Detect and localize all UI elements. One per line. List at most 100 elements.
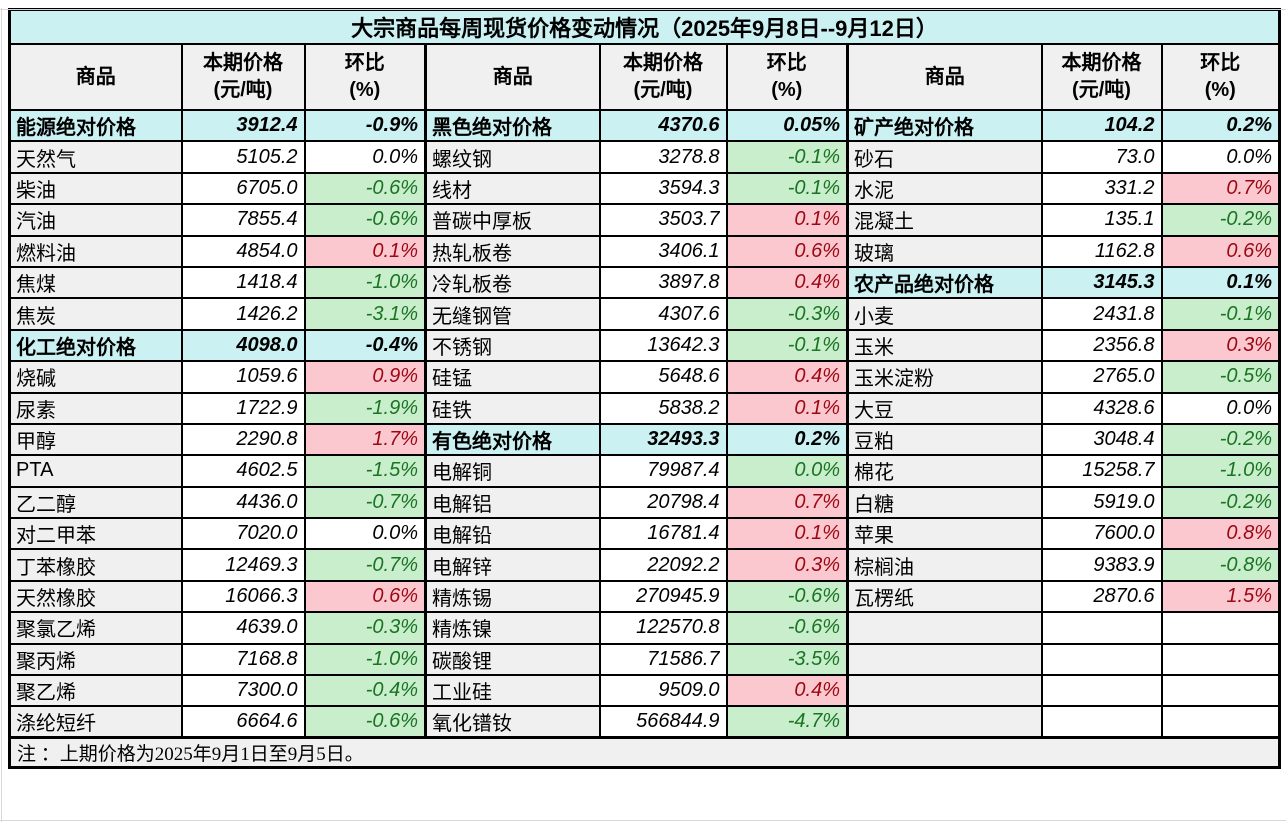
pct-change-cell: -3.5% bbox=[725, 642, 849, 677]
header-label-line2: (%) bbox=[1204, 79, 1236, 101]
header-commodity-group-2: 商品 bbox=[424, 43, 601, 111]
category-name-cell: 矿产绝对价格 bbox=[846, 108, 1043, 143]
pct-change-cell bbox=[1160, 611, 1281, 645]
commodity-name-cell: 大豆 bbox=[846, 391, 1043, 425]
header-label-line1: 环比 bbox=[1200, 52, 1241, 74]
pct-change-cell: 0.6% bbox=[1160, 234, 1281, 268]
pct-change-cell: -1.5% bbox=[303, 454, 427, 488]
commodity-name-cell: 小麦 bbox=[846, 297, 1043, 331]
commodity-name-cell: 冷轧板卷 bbox=[424, 265, 601, 300]
price-cell: 15258.7 bbox=[1040, 454, 1163, 488]
table-row: 焦炭 1426.2 -3.1% 无缝钢管 4307.6 -0.3% 小麦 2431.8 -0.1… bbox=[8, 297, 1281, 331]
commodity-name-cell: 燃料油 bbox=[8, 234, 183, 268]
pct-change-cell: -0.3% bbox=[303, 611, 427, 645]
commodity-name-cell: 聚乙烯 bbox=[8, 674, 183, 708]
header-label-line1: 环比 bbox=[766, 52, 807, 74]
commodity-name-cell: 混凝土 bbox=[846, 203, 1043, 237]
commodity-name-cell: 碳酸锂 bbox=[424, 642, 601, 677]
table-row: 对二甲苯 7020.0 0.0% 电解铅 16781.4 0.1% 苹果 7600.0 0.8% bbox=[8, 517, 1281, 551]
pct-change-cell: 0.3% bbox=[1160, 328, 1281, 363]
price-cell: 1722.9 bbox=[180, 391, 306, 425]
commodity-name-cell: 无缝钢管 bbox=[424, 297, 601, 331]
table-row: 乙二醇 4436.0 -0.7% 电解铝 20798.4 0.7% 白糖 5919.0 -0.2… bbox=[8, 485, 1281, 520]
commodity-name-cell: 白糖 bbox=[846, 485, 1043, 520]
table-row: 烧碱 1059.6 0.9% 硅锰 5648.6 0.4% 玉米淀粉 2765.0 -0.5% bbox=[8, 360, 1281, 394]
pct-change-cell: -0.8% bbox=[1160, 548, 1281, 582]
margin-gridline bbox=[0, 820, 1286, 821]
pct-change-cell: 0.1% bbox=[1160, 265, 1281, 300]
pct-change-cell: 0.0% bbox=[303, 140, 427, 174]
commodity-name-cell: 天然气 bbox=[8, 140, 183, 174]
header-label-line2: (%) bbox=[349, 79, 381, 101]
category-name-cell: 农产品绝对价格 bbox=[846, 265, 1043, 300]
pct-change-cell: -0.7% bbox=[303, 548, 427, 582]
price-cell: 13642.3 bbox=[598, 328, 728, 363]
price-cell: 12469.3 bbox=[180, 548, 306, 582]
header-pct-group-1: 环比 (%) bbox=[303, 43, 427, 111]
commodity-name-cell: 聚丙烯 bbox=[8, 642, 183, 677]
price-cell: 16066.3 bbox=[180, 579, 306, 614]
pct-change-cell: 0.2% bbox=[725, 422, 849, 457]
pct-change-cell: -0.5% bbox=[1160, 360, 1281, 394]
price-cell: 4370.6 bbox=[598, 108, 728, 143]
category-name-cell: 黑色绝对价格 bbox=[424, 108, 601, 143]
pct-change-cell: -3.1% bbox=[303, 297, 427, 331]
pct-change-cell: 0.7% bbox=[725, 485, 849, 520]
commodity-name-cell: 瓦楞纸 bbox=[846, 579, 1043, 614]
commodity-name-cell: 聚氯乙烯 bbox=[8, 611, 183, 645]
pct-change-cell: 0.05% bbox=[725, 108, 849, 143]
price-cell: 71586.7 bbox=[598, 642, 728, 677]
price-cell: 4854.0 bbox=[180, 234, 306, 268]
price-cell: 2356.8 bbox=[1040, 328, 1163, 363]
commodity-name-cell: 乙二醇 bbox=[8, 485, 183, 520]
price-cell: 7020.0 bbox=[180, 517, 306, 551]
category-name-cell: 化工绝对价格 bbox=[8, 328, 183, 363]
price-cell bbox=[1040, 705, 1163, 739]
price-cell: 5648.6 bbox=[598, 360, 728, 394]
header-label-line1: 环比 bbox=[344, 52, 385, 74]
price-cell: 4639.0 bbox=[180, 611, 306, 645]
price-cell: 122570.8 bbox=[598, 611, 728, 645]
header-label-line1: 商品 bbox=[75, 65, 116, 88]
header-label-line2: (元/吨) bbox=[633, 79, 693, 101]
header-label-line2: (元/吨) bbox=[213, 79, 273, 101]
pct-change-cell: -0.4% bbox=[303, 328, 427, 363]
commodity-name-cell: 电解锌 bbox=[424, 548, 601, 582]
commodity-name-cell: 电解铜 bbox=[424, 454, 601, 488]
price-cell: 4602.5 bbox=[180, 454, 306, 488]
pct-change-cell: 0.8% bbox=[1160, 517, 1281, 551]
table-row: 聚丙烯 7168.8 -1.0% 碳酸锂 71586.7 -3.5% bbox=[8, 642, 1281, 677]
price-cell: 2290.8 bbox=[180, 422, 306, 457]
header-price-group-2: 本期价格 (元/吨) bbox=[598, 43, 728, 111]
footnote: 注 ：上期价格为2025年9月1日至9月5日。 bbox=[8, 736, 1281, 769]
pct-change-cell: 0.4% bbox=[725, 265, 849, 300]
header-label-line1: 本期价格 bbox=[623, 52, 703, 74]
table-title: 大宗商品每周现货价格变动情况（2025年9月8日--9月12日） bbox=[8, 8, 1281, 45]
table-row: 化工绝对价格 4098.0 -0.4% 不锈钢 13642.3 -0.1% 玉米 2356.8… bbox=[8, 328, 1281, 363]
commodity-name-cell: 硅铁 bbox=[424, 391, 601, 425]
price-cell: 32493.3 bbox=[598, 422, 728, 457]
pct-change-cell: -0.2% bbox=[1160, 203, 1281, 237]
commodity-name-cell: 对二甲苯 bbox=[8, 517, 183, 551]
table-row: 焦煤 1418.4 -1.0% 冷轧板卷 3897.8 0.4% 农产品绝对价格 3145.3… bbox=[8, 265, 1281, 300]
price-cell: 4436.0 bbox=[180, 485, 306, 520]
price-cell: 9383.9 bbox=[1040, 548, 1163, 582]
price-cell: 6705.0 bbox=[180, 171, 306, 206]
price-cell: 73.0 bbox=[1040, 140, 1163, 174]
pct-change-cell: -1.0% bbox=[1160, 454, 1281, 488]
price-cell: 5838.2 bbox=[598, 391, 728, 425]
header-commodity-group-1: 商品 bbox=[8, 43, 183, 111]
price-cell: 1162.8 bbox=[1040, 234, 1163, 268]
table-row: 尿素 1722.9 -1.9% 硅铁 5838.2 0.1% 大豆 4328.6 0.0% bbox=[8, 391, 1281, 425]
pct-change-cell: -0.6% bbox=[725, 579, 849, 614]
pct-change-cell: 0.1% bbox=[725, 517, 849, 551]
commodity-name-cell: 尿素 bbox=[8, 391, 183, 425]
header-label-line2: (%) bbox=[771, 79, 803, 101]
table-row: PTA 4602.5 -1.5% 电解铜 79987.4 0.0% 棉花 15258.7 -1.… bbox=[8, 454, 1281, 488]
pct-change-cell: -1.0% bbox=[303, 642, 427, 677]
header-commodity-group-3: 商品 bbox=[846, 43, 1043, 111]
commodity-name-cell: 豆粕 bbox=[846, 422, 1043, 457]
pct-change-cell: 1.7% bbox=[303, 422, 427, 457]
price-cell: 1418.4 bbox=[180, 265, 306, 300]
commodity-name-cell: 热轧板卷 bbox=[424, 234, 601, 268]
